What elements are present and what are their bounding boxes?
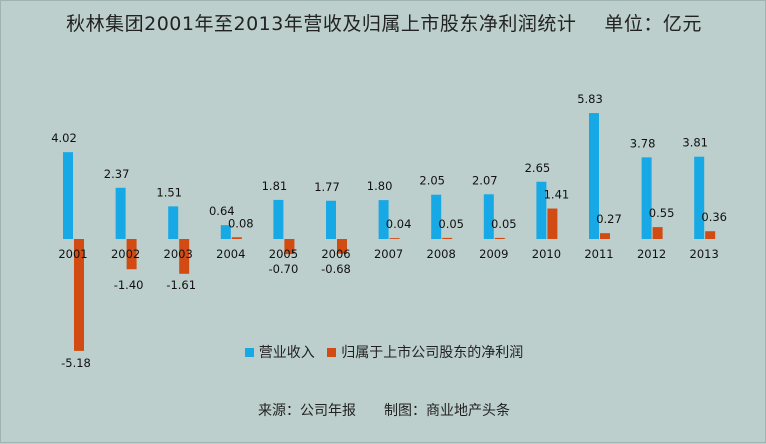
profit-bar-2012 xyxy=(652,227,663,239)
profit-label-2011: 0.27 xyxy=(596,212,622,226)
revenue-label-2005: 1.81 xyxy=(262,179,288,193)
profit-label-2010: 1.41 xyxy=(544,188,570,202)
unit-text: 单位：亿元 xyxy=(604,13,702,35)
legend-swatch-profit xyxy=(327,347,337,357)
x-tick-label-2002: 2002 xyxy=(111,247,140,261)
legend-item-profit: 归属于上市公司股东的净利润 xyxy=(327,342,523,362)
profit-bar-2009 xyxy=(494,237,505,239)
legend-item-revenue: 营业收入 xyxy=(244,342,315,362)
x-tick-label-2001: 2001 xyxy=(58,247,87,261)
profit-bar-2006 xyxy=(337,239,347,254)
x-tick-label-2011: 2011 xyxy=(584,247,613,261)
revenue-bar-2008 xyxy=(431,194,442,239)
profit-bar-2007 xyxy=(389,238,400,239)
x-tick-label-2003: 2003 xyxy=(164,247,193,261)
revenue-bar-2003 xyxy=(168,206,179,239)
revenue-label-2013: 3.81 xyxy=(682,136,708,150)
revenue-bar-2011 xyxy=(589,113,599,239)
profit-bar-2013 xyxy=(705,231,716,239)
revenue-label-2012: 3.78 xyxy=(630,136,656,150)
profit-label-2008: 0.05 xyxy=(438,217,464,231)
revenue-bar-2012 xyxy=(641,157,652,239)
credit-text: 制图：商业地产头条 xyxy=(384,403,510,419)
title-text: 秋林集团2001年至2013年营收及归属上市股东净利润统计 xyxy=(66,13,577,35)
revenue-label-2008: 2.05 xyxy=(419,174,445,188)
revenue-bar-2007 xyxy=(378,200,389,239)
x-tick-label-2006: 2006 xyxy=(321,247,350,261)
profit-label-2001: -5.18 xyxy=(61,356,91,370)
revenue-bar-2005 xyxy=(273,199,284,239)
profit-label-2006: -0.68 xyxy=(321,262,351,276)
revenue-bar-2013 xyxy=(694,156,705,239)
revenue-label-2011: 5.83 xyxy=(577,92,603,106)
profit-label-2002: -1.40 xyxy=(114,278,144,292)
revenue-label-2006: 1.77 xyxy=(314,180,340,194)
x-tick-label-2005: 2005 xyxy=(269,247,298,261)
profit-bar-2010 xyxy=(547,208,558,239)
profit-bar-2002 xyxy=(126,239,137,270)
chart-title: 秋林集团2001年至2013年营收及归属上市股东净利润统计 单位：亿元 xyxy=(1,9,766,36)
revenue-bar-2006 xyxy=(326,200,336,239)
profit-label-2004: 0.08 xyxy=(228,216,254,230)
revenue-bar-2010 xyxy=(536,181,547,239)
revenue-label-2003: 1.51 xyxy=(156,185,182,199)
profit-bar-2005 xyxy=(284,239,295,255)
revenue-bar-2004 xyxy=(220,225,231,239)
profit-bar-2008 xyxy=(442,237,453,239)
legend-swatch-revenue xyxy=(244,347,254,357)
profit-label-2012: 0.55 xyxy=(649,206,675,220)
source-line: 来源：公司年报 制图：商业地产头条 xyxy=(1,400,766,420)
x-tick-label-2010: 2010 xyxy=(532,247,561,261)
profit-bar-2003 xyxy=(179,239,190,274)
profit-label-2007: 0.04 xyxy=(386,217,412,231)
x-tick-label-2012: 2012 xyxy=(637,247,666,261)
legend-label-revenue: 营业收入 xyxy=(258,345,315,361)
profit-label-2013: 0.36 xyxy=(701,210,727,224)
profit-bar-2004 xyxy=(231,237,242,239)
revenue-label-2007: 1.80 xyxy=(367,179,393,193)
profit-bar-2001 xyxy=(74,239,84,351)
legend: 营业收入 归属于上市公司股东的净利润 xyxy=(1,342,766,362)
source-text: 来源：公司年报 xyxy=(258,403,356,419)
x-tick-label-2008: 2008 xyxy=(427,247,456,261)
x-tick-label-2009: 2009 xyxy=(479,247,508,261)
x-tick-label-2007: 2007 xyxy=(374,247,403,261)
profit-bar-2011 xyxy=(600,233,610,239)
profit-label-2005: -0.70 xyxy=(269,262,299,276)
legend-label-profit: 归属于上市公司股东的净利润 xyxy=(341,345,524,361)
revenue-bar-2002 xyxy=(115,187,126,239)
revenue-label-2001: 4.02 xyxy=(51,131,77,145)
x-tick-label-2004: 2004 xyxy=(216,247,245,261)
revenue-label-2004: 0.64 xyxy=(209,204,235,218)
revenue-label-2010: 2.65 xyxy=(525,161,551,175)
revenue-bar-2009 xyxy=(483,194,494,239)
x-tick-label-2013: 2013 xyxy=(690,247,719,261)
revenue-label-2002: 2.37 xyxy=(104,167,130,181)
profit-label-2003: -1.61 xyxy=(166,278,196,292)
revenue-bar-2001 xyxy=(63,152,73,239)
profit-label-2009: 0.05 xyxy=(491,217,517,231)
revenue-label-2009: 2.07 xyxy=(472,173,498,187)
